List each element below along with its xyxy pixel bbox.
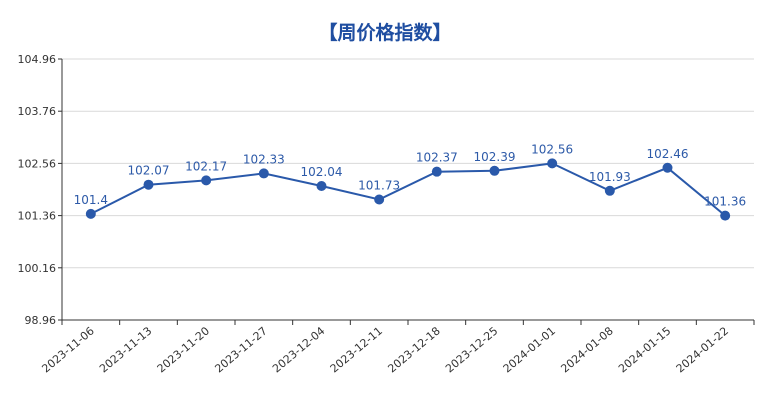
data-label: 102.56 — [531, 142, 573, 156]
y-tick-labels: 98.96 100.16 101.36 102.56 103.76 104.96 — [18, 53, 57, 327]
axes — [58, 58, 755, 325]
data-label: 102.37 — [416, 151, 458, 165]
data-labels: 101.4 102.07 102.17 102.33 102.04 101.73 102.3… — [74, 142, 747, 208]
x-tick-label: 2024-01-01 — [501, 324, 558, 375]
series-line — [90, 162, 726, 217]
data-point — [85, 208, 96, 219]
x-tick-label: 2024-01-08 — [558, 324, 615, 375]
x-tick-label: 2023-11-13 — [97, 324, 154, 375]
data-label: 101.36 — [704, 195, 746, 209]
x-tick-label: 2024-01-15 — [616, 324, 673, 375]
data-point — [374, 194, 385, 205]
x-tick-labels: 2023-11-06 2023-11-13 2023-11-20 2023-11-27… — [39, 324, 731, 375]
y-tick-label: 100.16 — [18, 262, 57, 275]
data-label: 101.93 — [589, 170, 631, 184]
data-point — [604, 185, 615, 196]
x-tick-label: 2023-12-11 — [328, 324, 385, 375]
chart-title: 【周价格指数】 — [318, 22, 452, 44]
data-label: 101.4 — [74, 193, 108, 207]
series-layer — [85, 158, 731, 221]
y-tick-label: 103.76 — [18, 105, 57, 118]
data-point — [201, 175, 212, 186]
gridlines — [62, 58, 754, 269]
data-label: 102.46 — [647, 147, 689, 161]
data-point — [431, 166, 442, 177]
data-label: 102.33 — [243, 152, 285, 166]
y-tick-label: 104.96 — [18, 53, 57, 66]
data-point — [662, 162, 673, 173]
x-tick-label: 2023-12-04 — [270, 324, 327, 375]
x-tick-label: 2024-01-22 — [674, 324, 731, 375]
x-tick-label: 2023-12-18 — [385, 324, 442, 375]
data-label: 102.39 — [474, 150, 516, 164]
data-label: 101.73 — [358, 179, 400, 193]
data-label: 102.04 — [301, 165, 343, 179]
x-tick-label: 2023-11-06 — [39, 324, 96, 375]
data-point — [720, 210, 731, 221]
data-point — [143, 179, 154, 190]
data-label: 102.07 — [128, 164, 170, 178]
x-tick-label: 2023-12-25 — [443, 324, 500, 375]
y-tick-label: 101.36 — [18, 210, 57, 223]
x-tick-label: 2023-11-27 — [212, 324, 269, 375]
data-label: 102.17 — [185, 159, 227, 173]
data-point — [489, 165, 500, 176]
data-point — [258, 168, 269, 179]
data-point — [316, 181, 327, 192]
x-tick-label: 2023-11-20 — [155, 324, 212, 375]
data-point — [547, 158, 558, 169]
y-tick-label: 98.96 — [25, 314, 57, 327]
y-tick-label: 102.56 — [18, 157, 57, 170]
